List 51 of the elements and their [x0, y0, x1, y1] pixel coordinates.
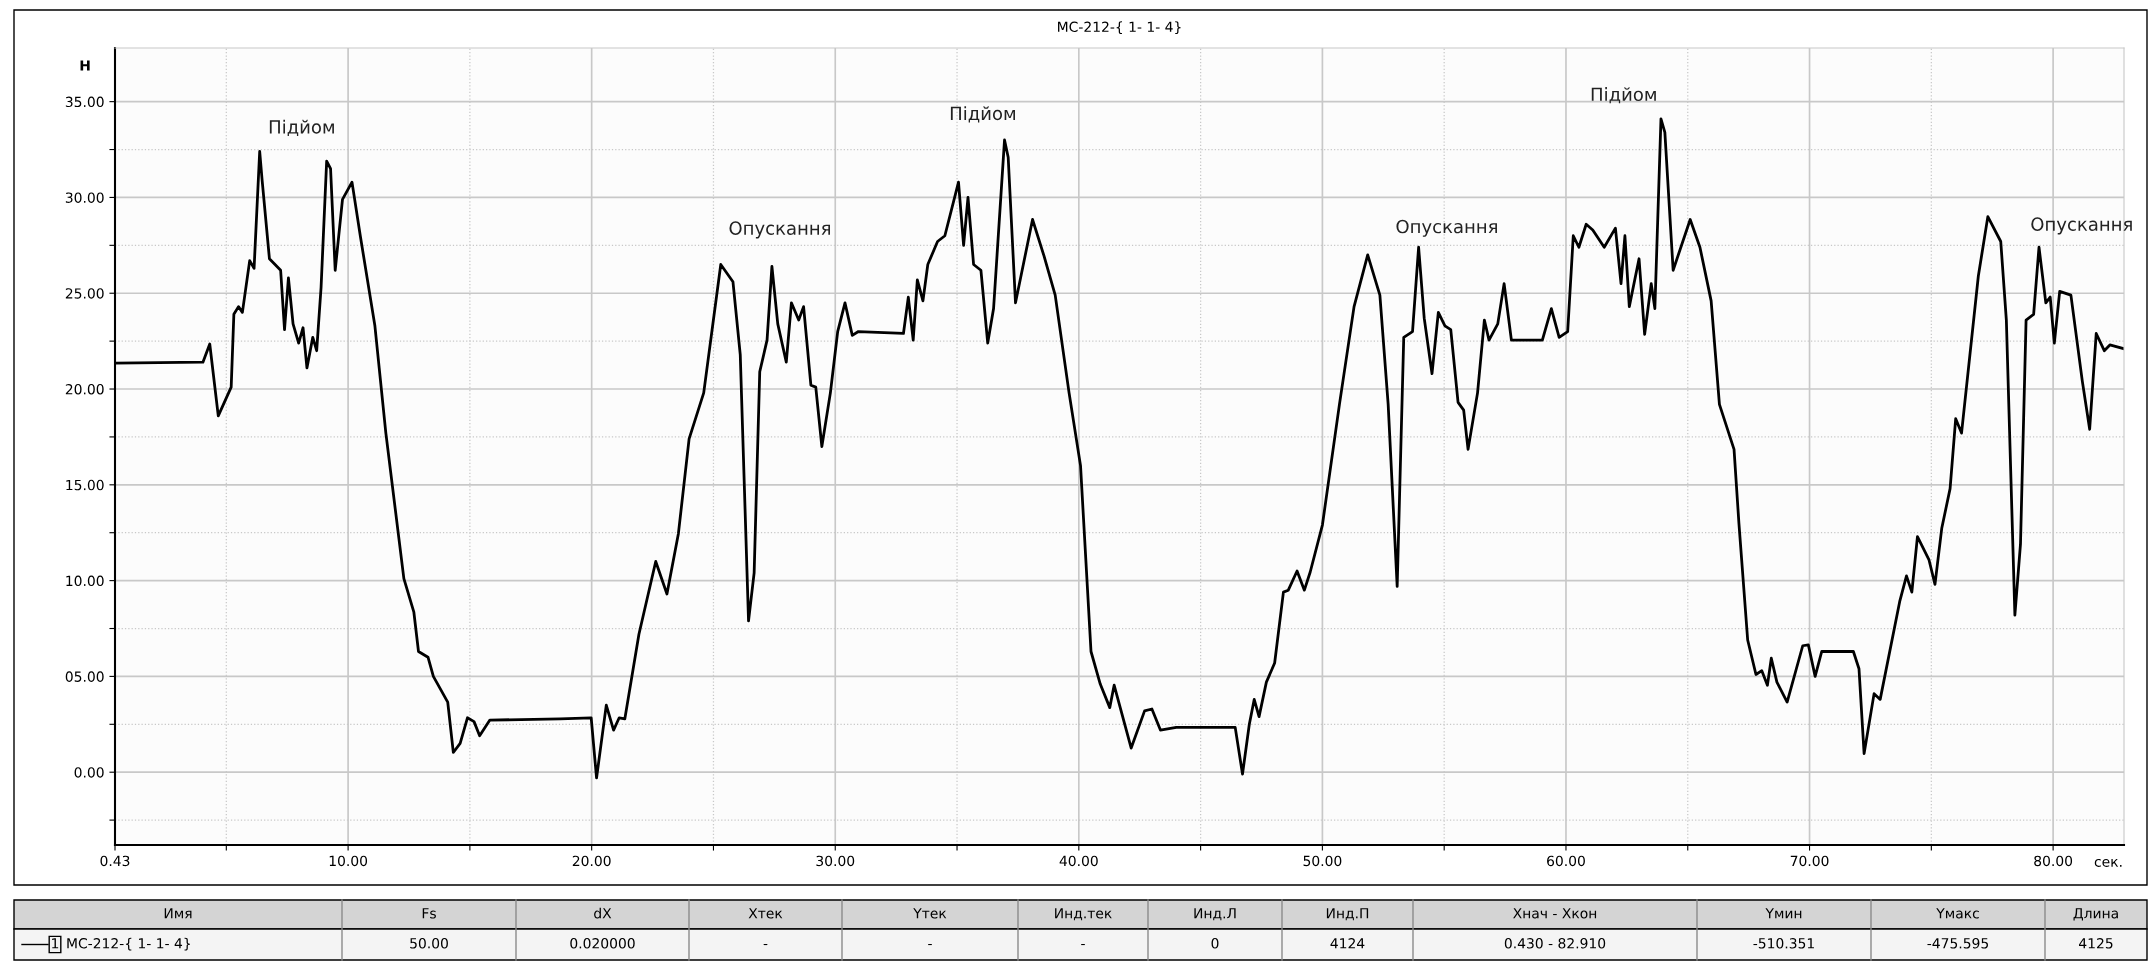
x-tick-label: 10.00 — [329, 855, 368, 867]
y-tick-label: 35.00 — [65, 96, 104, 108]
text: - — [763, 943, 768, 946]
text: dX — [594, 907, 612, 919]
text: Yтек — [913, 908, 947, 919]
text: - — [928, 943, 932, 946]
y-tick-label: 20.00 — [65, 383, 104, 395]
x-tick-label: 60.00 — [1547, 855, 1585, 867]
text: 50.00 — [410, 938, 448, 949]
text: Имя — [164, 908, 192, 919]
annotation: Опускання — [1396, 219, 1497, 237]
annotation: Підйом — [1591, 87, 1656, 104]
annotation: Підйом — [269, 119, 334, 136]
y-tick-label: 30.00 — [65, 192, 104, 203]
text: Fs — [422, 908, 436, 919]
annotation: Опускання — [2031, 217, 2132, 235]
x-tick-label: 0.43 — [100, 855, 130, 867]
y-tick-label: 15.00 — [66, 479, 104, 491]
text: -510.351 — [1753, 938, 1814, 949]
text: Инд.Л — [1194, 908, 1236, 921]
text: Yмин — [1765, 908, 1802, 919]
text: 4124 — [1330, 938, 1365, 949]
text: Xнач - Xкон — [1513, 908, 1597, 919]
x-tick-label: 80.00 — [2034, 855, 2073, 867]
annotation: Опускання — [729, 221, 830, 239]
y-tick-label: 05.00 — [65, 671, 104, 682]
text: 0.020000 — [570, 938, 635, 949]
text: Инд.тек — [1055, 908, 1112, 921]
text: Инд.П — [1326, 908, 1369, 921]
annotation: Підйом — [950, 106, 1015, 123]
y-tick-label: 25.00 — [65, 288, 104, 299]
text: 0 — [1211, 938, 1219, 949]
x-axis-title: сек. — [2094, 858, 2122, 867]
y-tick-label: 10.00 — [66, 575, 104, 587]
x-tick-label: 50.00 — [1303, 855, 1342, 867]
text: 0.430 - 82.910 — [1504, 938, 1606, 949]
text: 4125 — [2079, 938, 2113, 949]
x-tick-label: 20.00 — [572, 855, 611, 867]
text: Yмакс — [1936, 908, 1979, 919]
x-tick-label: 40.00 — [1059, 855, 1098, 867]
x-tick-label: 30.00 — [816, 855, 855, 867]
text: Xтек — [748, 908, 783, 919]
text: Длина — [2073, 908, 2118, 921]
chart-title: МС-212-{ 1- 1- 4} — [1058, 21, 1181, 35]
y-tick-label: 0.00 — [74, 767, 104, 778]
text: МС-212-{ 1- 1- 4} — [67, 937, 190, 951]
text: -475.595 — [1927, 938, 1989, 949]
y-axis-title: Н — [80, 60, 90, 71]
text: 1 — [52, 938, 59, 949]
text: - — [1081, 943, 1085, 946]
x-tick-label: 70.00 — [1790, 855, 1829, 867]
